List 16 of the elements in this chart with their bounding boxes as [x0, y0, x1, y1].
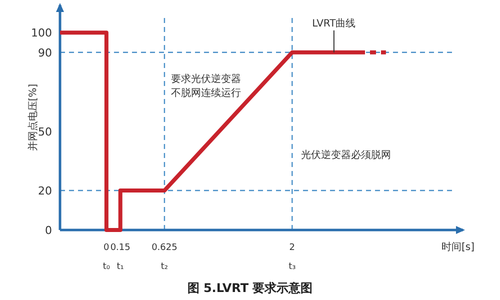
x-tick-label: 0.625 t₂ — [152, 243, 178, 272]
y-tick-label: 90 — [38, 46, 52, 60]
annotation: 要求光伏逆变器 — [171, 73, 241, 85]
y-tick-label: 100 — [31, 26, 52, 40]
y-tick-label: 0 — [45, 224, 52, 237]
text: 图 5.LVRT 要求示意图 — [187, 281, 313, 295]
annotation: LVRT曲线 — [312, 17, 356, 30]
y-tick-label: 20 — [38, 184, 52, 198]
annotation: 不脱网连续运行 — [171, 87, 241, 99]
y-axis-title: 并网点电压[%] — [27, 84, 39, 152]
x-tick-label: 0.15 t₁ — [110, 243, 130, 272]
x-axis-title: 时间[s] — [441, 241, 475, 253]
y-tick-label: 50 — [38, 125, 52, 138]
x-tick-label: 0 t₀ — [102, 243, 110, 272]
x-tick-label: 2 t₃ — [288, 243, 296, 272]
annotation: 光伏逆变器必须脱网 — [301, 149, 391, 161]
